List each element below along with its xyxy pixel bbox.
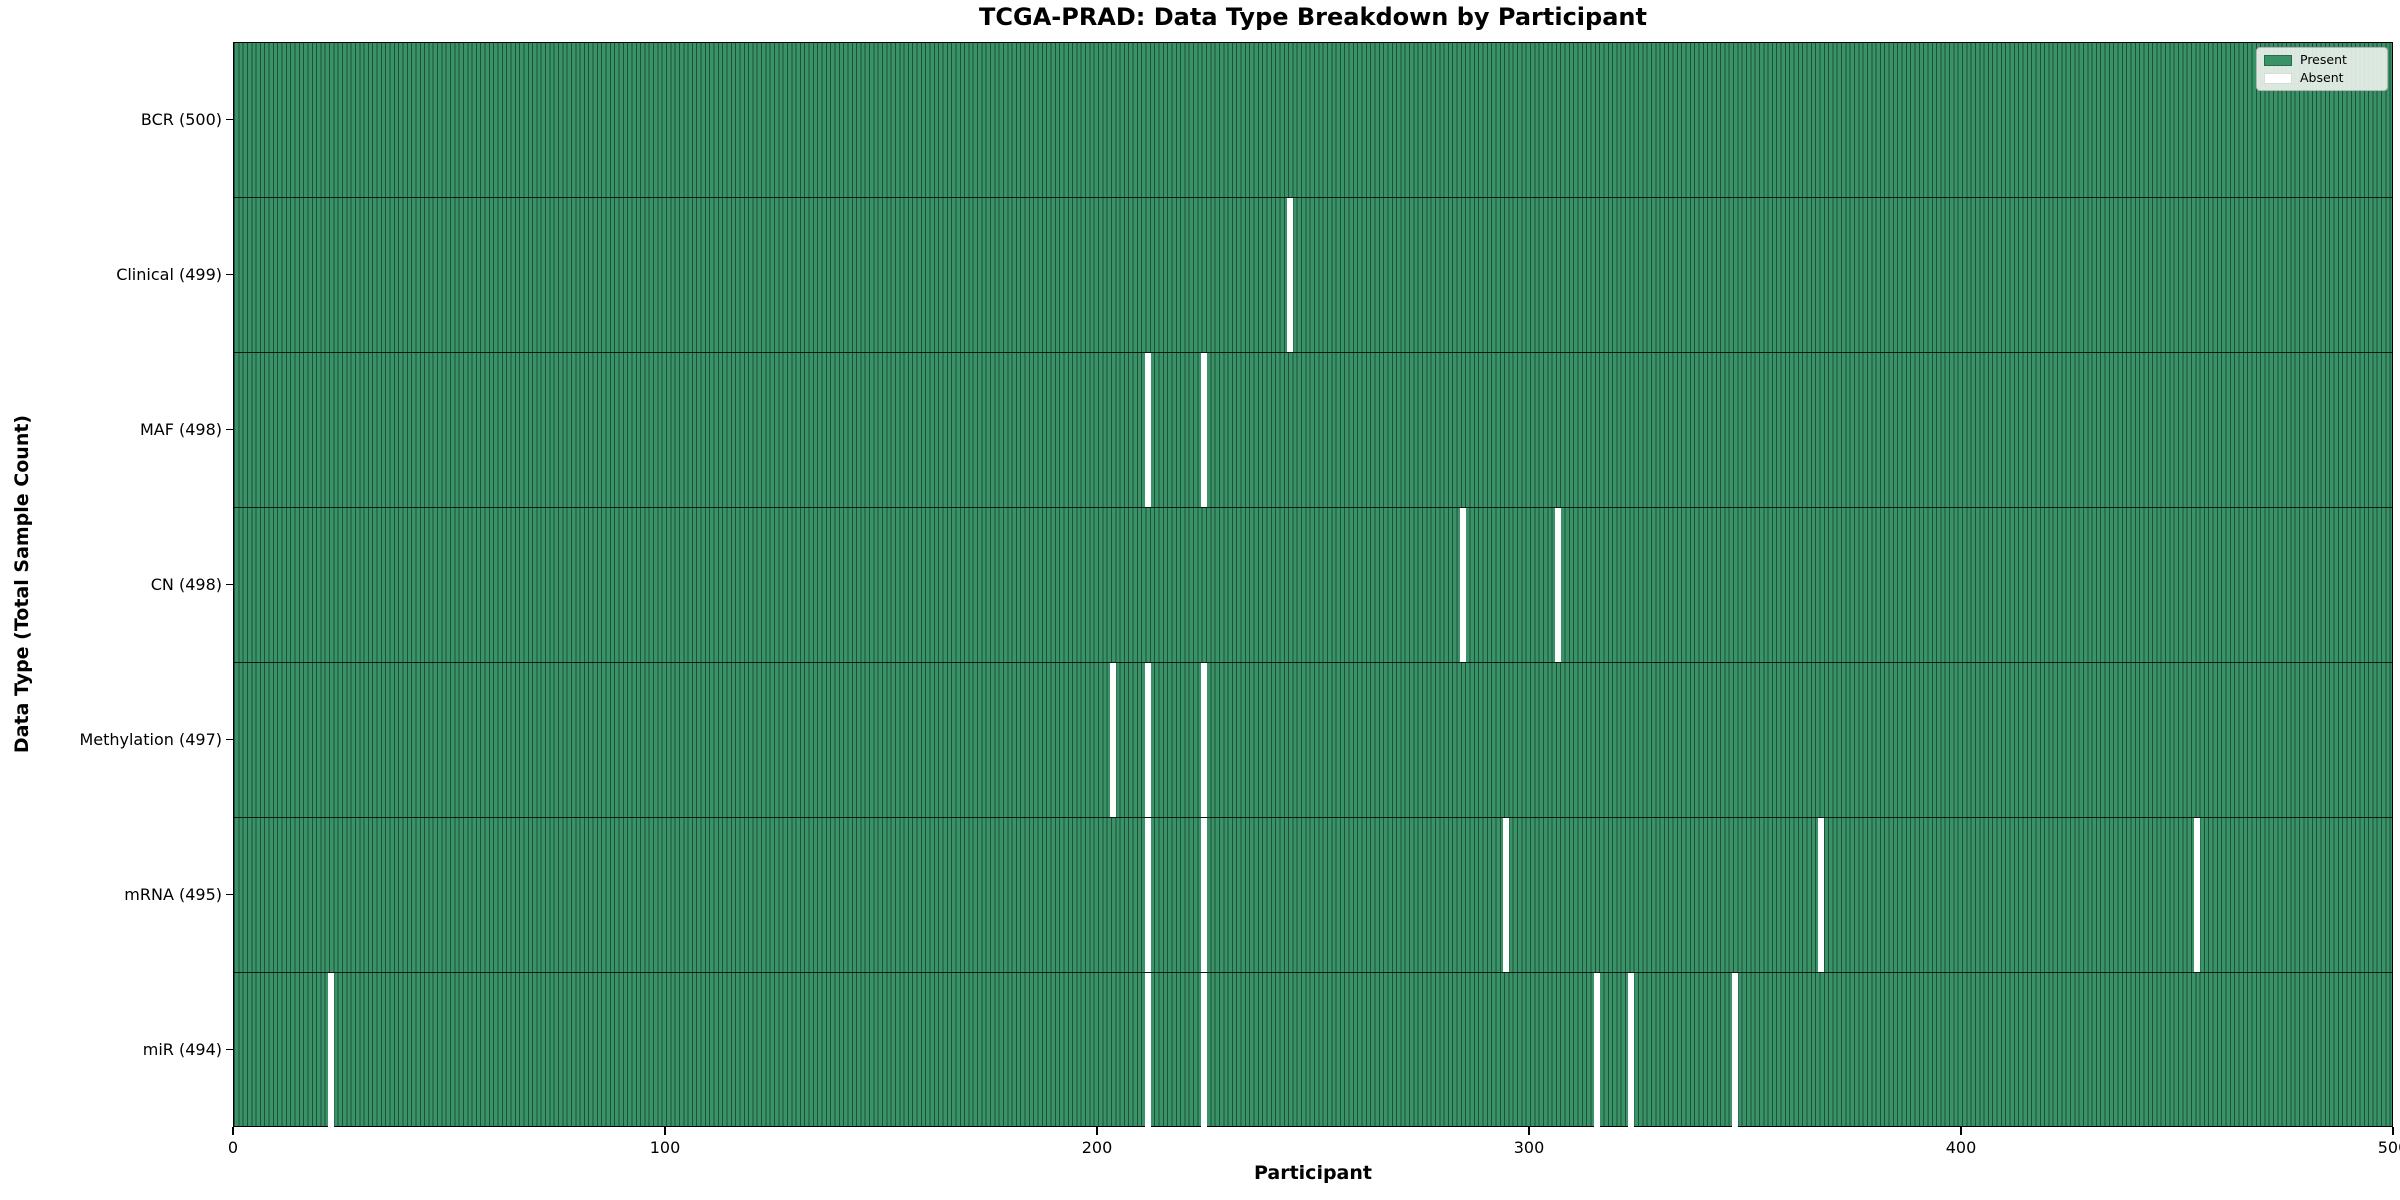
absent-stripe	[1200, 663, 1207, 817]
y-tick-mark	[226, 118, 233, 121]
legend-absent-label: Absent	[2300, 70, 2344, 85]
x-tick-mark	[1960, 1127, 1962, 1135]
y-tick-label-mrna: mRNA (495)	[124, 884, 222, 904]
y-tick-label-clinical: Clinical (499)	[116, 264, 222, 284]
x-tick-label-400: 400	[1945, 1138, 1977, 1157]
absent-stripe	[1109, 663, 1116, 817]
absent-stripe	[1459, 508, 1466, 662]
heatmap-row-methylation	[234, 663, 2392, 818]
heatmap-row-maf	[234, 353, 2392, 508]
x-tick-label-300: 300	[1513, 1138, 1545, 1157]
x-tick-label-100: 100	[649, 1138, 681, 1157]
y-tick-label-mir: miR (494)	[142, 1039, 222, 1059]
legend-present-label: Present	[2300, 52, 2347, 67]
y-tick-label-cn: CN (498)	[150, 574, 222, 594]
plot-area	[233, 42, 2393, 1128]
y-tick-mark	[226, 273, 233, 276]
absent-stripe	[1200, 973, 1207, 1128]
legend-absent-swatch	[2264, 72, 2292, 84]
y-tick-mark	[226, 428, 233, 431]
y-tick-mark	[226, 738, 233, 741]
legend-present-swatch	[2264, 54, 2292, 66]
absent-stripe	[1144, 663, 1151, 817]
absent-stripe	[328, 973, 335, 1128]
x-tick-label-200: 200	[1081, 1138, 1113, 1157]
x-tick-mark	[664, 1127, 666, 1135]
x-tick-label-500: 500	[2377, 1138, 2400, 1157]
absent-stripe	[1503, 818, 1510, 972]
x-tick-mark	[2392, 1127, 2394, 1135]
x-tick-mark	[1096, 1127, 1098, 1135]
x-axis-label: Participant	[1253, 1162, 1372, 1184]
legend: Present Absent	[2256, 47, 2388, 91]
absent-stripe	[1144, 818, 1151, 972]
x-tick-mark	[232, 1127, 234, 1135]
x-tick-mark	[1528, 1127, 1530, 1135]
absent-stripe	[1144, 973, 1151, 1128]
heatmap-row-cn	[234, 508, 2392, 663]
y-tick-mark	[226, 893, 233, 896]
absent-stripe	[2194, 818, 2201, 972]
absent-stripe	[1287, 198, 1294, 352]
y-tick-mark	[226, 583, 233, 586]
absent-stripe	[1818, 818, 1825, 972]
absent-stripe	[1628, 973, 1635, 1128]
x-tick-label-0: 0	[227, 1138, 239, 1157]
heatmap-row-clinical	[234, 198, 2392, 353]
heatmap-row-mrna	[234, 818, 2392, 973]
absent-stripe	[1200, 353, 1207, 507]
y-tick-label-methylation: Methylation (497)	[79, 729, 222, 749]
absent-stripe	[1144, 353, 1151, 507]
y-tick-label-maf: MAF (498)	[139, 419, 222, 439]
absent-stripe	[1593, 973, 1600, 1128]
absent-stripe	[1200, 818, 1207, 972]
heatmap-row-bcr	[234, 43, 2392, 198]
heatmap-row-mir	[234, 973, 2392, 1128]
chart-title: TCGA-PRAD: Data Type Breakdown by Partic…	[979, 3, 1647, 31]
legend-item-present: Present	[2264, 53, 2379, 67]
absent-stripe	[1732, 973, 1739, 1128]
absent-stripe	[1554, 508, 1561, 662]
y-tick-label-bcr: BCR (500)	[140, 109, 222, 129]
y-tick-mark	[226, 1048, 233, 1051]
legend-item-absent: Absent	[2264, 71, 2379, 85]
